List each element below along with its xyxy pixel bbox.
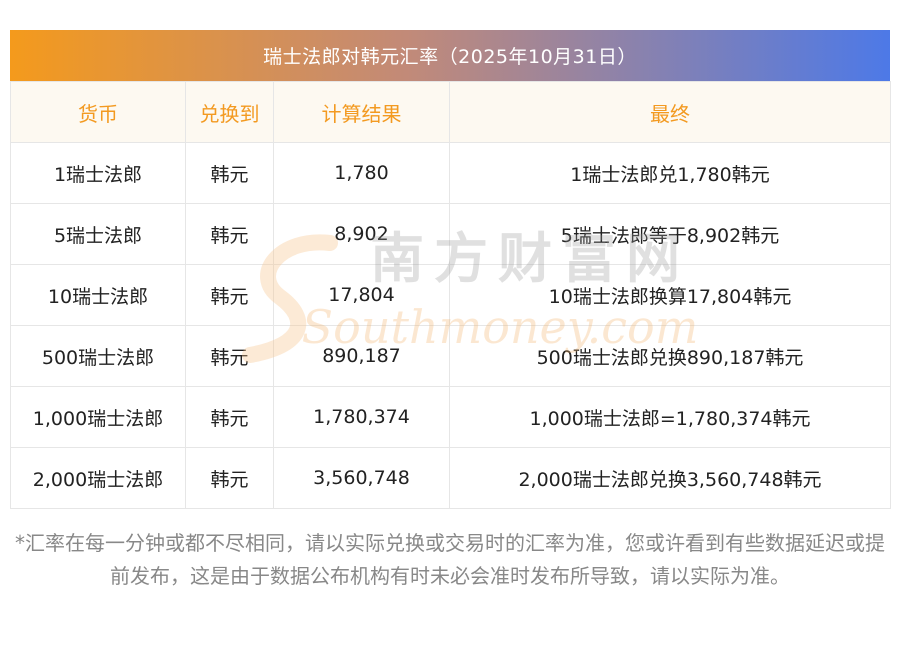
cell-result: 8,902 (273, 203, 450, 265)
cell-currency: 5瑞士法郎 (10, 203, 186, 265)
cell-currency: 1瑞士法郎 (10, 142, 186, 204)
cell-currency: 10瑞士法郎 (10, 264, 186, 326)
exchange-rate-table: 货币 兑换到 计算结果 最终 1瑞士法郎 韩元 1,780 1瑞士法郎兑1,78… (10, 81, 891, 509)
cell-convert-to: 韩元 (185, 386, 274, 448)
table-row: 5瑞士法郎 韩元 8,902 5瑞士法郎等于8,902韩元 (10, 203, 891, 265)
table-row: 500瑞士法郎 韩元 890,187 500瑞士法郎兑换890,187韩元 (10, 325, 891, 387)
header-currency: 货币 (10, 81, 186, 143)
cell-convert-to: 韩元 (185, 264, 274, 326)
cell-result: 3,560,748 (273, 447, 450, 509)
cell-final: 1瑞士法郎兑1,780韩元 (449, 142, 891, 204)
cell-result: 1,780,374 (273, 386, 450, 448)
disclaimer-footnote: *汇率在每一分钟或都不尽相同，请以实际兑换或交易时的汇率为准，您或许看到有些数据… (15, 531, 885, 588)
cell-convert-to: 韩元 (185, 447, 274, 509)
table-row: 10瑞士法郎 韩元 17,804 10瑞士法郎换算17,804韩元 (10, 264, 891, 326)
cell-convert-to: 韩元 (185, 325, 274, 387)
table-row: 1瑞士法郎 韩元 1,780 1瑞士法郎兑1,780韩元 (10, 142, 891, 204)
cell-currency: 1,000瑞士法郎 (10, 386, 186, 448)
cell-convert-to: 韩元 (185, 142, 274, 204)
header-final: 最终 (449, 81, 891, 143)
cell-currency: 500瑞士法郎 (10, 325, 186, 387)
cell-result: 890,187 (273, 325, 450, 387)
cell-result: 17,804 (273, 264, 450, 326)
cell-convert-to: 韩元 (185, 203, 274, 265)
cell-final: 10瑞士法郎换算17,804韩元 (449, 264, 891, 326)
header-convert-to: 兑换到 (185, 81, 274, 143)
cell-final: 2,000瑞士法郎兑换3,560,748韩元 (449, 447, 891, 509)
table-row: 1,000瑞士法郎 韩元 1,780,374 1,000瑞士法郎=1,780,3… (10, 386, 891, 448)
cell-currency: 2,000瑞士法郎 (10, 447, 186, 509)
table-row: 2,000瑞士法郎 韩元 3,560,748 2,000瑞士法郎兑换3,560,… (10, 447, 891, 509)
table-header-row: 货币 兑换到 计算结果 最终 (10, 81, 891, 143)
cell-final: 5瑞士法郎等于8,902韩元 (449, 203, 891, 265)
header-result: 计算结果 (273, 81, 450, 143)
page-title: 瑞士法郎对韩元汇率（2025年10月31日） (10, 30, 890, 81)
cell-final: 1,000瑞士法郎=1,780,374韩元 (449, 386, 891, 448)
cell-final: 500瑞士法郎兑换890,187韩元 (449, 325, 891, 387)
cell-result: 1,780 (273, 142, 450, 204)
